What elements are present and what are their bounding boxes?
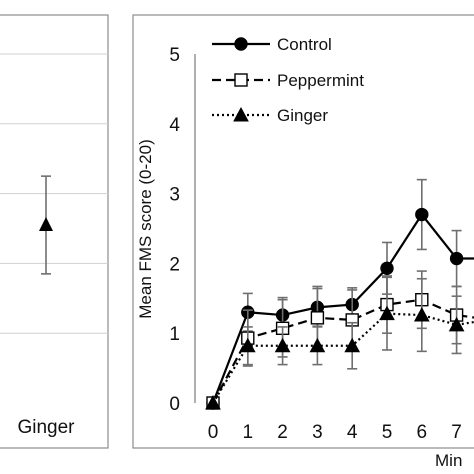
x-tick-label: 2 — [277, 422, 288, 443]
legend-label: Control — [277, 35, 332, 54]
x-tick-label: 5 — [382, 422, 393, 443]
data-point — [448, 316, 465, 332]
left-gridlines — [0, 53, 108, 334]
x-tick-label: 3 — [312, 422, 323, 443]
series-layer — [205, 178, 474, 410]
y-axis-title: Mean FMS score (0-20) — [136, 139, 155, 319]
left-panel: Ginger — [0, 14, 109, 449]
left-plot-frame — [0, 14, 109, 449]
x-tick-label: 1 — [243, 422, 254, 443]
data-point — [413, 306, 430, 322]
y-tick-label: 4 — [169, 115, 180, 136]
left-x-tick-label: Ginger — [17, 417, 75, 438]
series-control — [206, 178, 474, 410]
data-point — [344, 337, 361, 353]
legend-label: Peppermint — [277, 71, 364, 90]
data-point — [205, 394, 221, 410]
right-panel: 0 1 2 3 4 5 0 1 2 3 4 5 6 7 Mean FMS score (0-20) Mi… — [132, 14, 474, 470]
y-tick-label: 2 — [169, 254, 180, 275]
right-plot-frame — [132, 14, 474, 449]
y-tick-labels: 0 1 2 3 4 5 — [169, 45, 180, 415]
legend-label: Ginger — [277, 106, 328, 125]
x-tick-label: 4 — [347, 422, 358, 443]
data-point — [274, 337, 291, 353]
data-point — [415, 207, 429, 222]
legend: Control Peppermint Ginger — [212, 35, 364, 125]
series-ginger — [205, 276, 474, 410]
data-point — [380, 261, 394, 275]
y-tick-label: 3 — [169, 185, 180, 206]
series-line — [212, 298, 474, 404]
y-tick-label: 1 — [169, 324, 180, 345]
x-tick-labels: 0 1 2 3 4 5 6 7 — [208, 422, 462, 443]
legend-item-ginger: Ginger — [212, 106, 328, 125]
x-tick-label: 7 — [451, 422, 462, 443]
y-tick-label: 0 — [169, 394, 180, 415]
data-point — [309, 337, 326, 353]
y-tick-label: 5 — [169, 45, 180, 66]
data-point — [310, 311, 325, 325]
legend-item-peppermint: Peppermint — [212, 71, 364, 90]
left-point-ginger — [39, 217, 53, 232]
x-axis-title: Min — [435, 451, 462, 470]
data-point — [449, 251, 464, 266]
x-tick-label: 6 — [417, 422, 428, 443]
legend-marker — [234, 73, 248, 87]
legend-item-control: Control — [212, 35, 332, 54]
x-tick-label: 0 — [208, 422, 219, 443]
data-point — [379, 305, 395, 321]
data-point — [239, 337, 256, 353]
legend-marker — [234, 37, 248, 51]
legend-marker — [233, 106, 249, 122]
left-marks — [39, 175, 53, 275]
